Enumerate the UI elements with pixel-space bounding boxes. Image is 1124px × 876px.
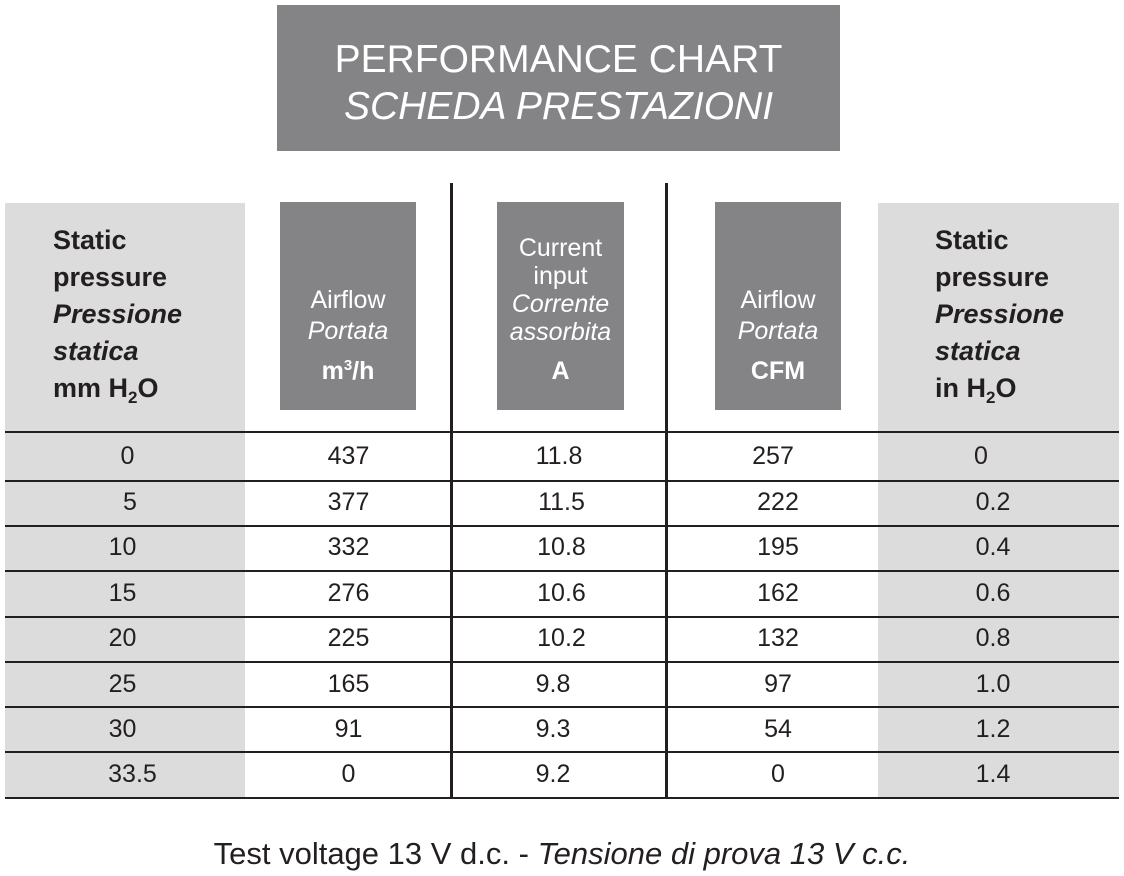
header-text-italic: statica: [935, 336, 1021, 366]
header-text-italic: assorbita: [509, 318, 612, 346]
table-cell: 0: [771, 760, 785, 788]
table-cell: 33.5: [108, 760, 157, 788]
table-cell: 0.8: [975, 624, 1011, 652]
table-cell: 165: [327, 670, 370, 698]
header-text-italic: Portata: [737, 317, 819, 345]
footer-english: Test voltage 13 V d.c. -: [213, 836, 538, 871]
header-text-italic: Pressione: [53, 299, 183, 329]
table-cell: 11.5: [538, 488, 585, 516]
header-static-pressure-in: Static pressure Pressione statica in H2O: [935, 222, 1064, 407]
table-cell: 132: [757, 624, 799, 652]
table-cell: 162: [757, 579, 799, 607]
table-cell: 9.8: [535, 670, 571, 698]
table-cell: 54: [764, 715, 792, 743]
table-cell: 97: [764, 670, 792, 698]
header-unit: A: [551, 357, 570, 385]
header-text: Airflow: [740, 286, 816, 314]
test-voltage-note: Test voltage 13 V d.c. - Tensione di pro…: [0, 834, 1124, 874]
table-cell: 1.4: [975, 760, 1011, 788]
header-current-input: Current input Corrente assorbita A: [497, 202, 624, 410]
header-text-italic: Pressione: [935, 299, 1065, 329]
footer-italian: Tensione di prova 13 V c.c.: [537, 836, 911, 871]
header-unit: m3/h: [321, 357, 375, 385]
header-static-pressure-mm: Static pressure Pressione statica mm H2O: [53, 222, 182, 407]
header-text: Current: [518, 234, 603, 262]
table-cell: 15: [108, 579, 137, 607]
table-cell: 276: [327, 579, 370, 607]
table-cell: 0: [120, 442, 135, 470]
header-unit: CFM: [750, 357, 806, 385]
title-english: PERFORMANCE CHART: [334, 38, 783, 81]
table-cell: 0: [974, 442, 988, 470]
header-unit: in H2O: [935, 373, 1017, 407]
table-cell: 91: [334, 715, 363, 743]
header-text-italic: Corrente: [511, 290, 610, 318]
table-cell: 30: [108, 715, 137, 743]
right-column-shading: [878, 203, 1119, 798]
table-cell: 0: [341, 760, 356, 788]
row-rule: [5, 480, 1119, 482]
table-cell: 377: [327, 488, 370, 516]
row-rule: [5, 570, 1119, 572]
row-rule: [5, 797, 1119, 799]
header-text: Static: [53, 225, 127, 255]
table-cell: 332: [327, 533, 370, 561]
column-separator-right: [665, 183, 668, 798]
header-text: Static: [935, 225, 1009, 255]
row-rule: [5, 706, 1119, 708]
table-cell: 437: [327, 442, 370, 470]
header-text-italic: Portata: [307, 317, 389, 345]
chart-title: PERFORMANCE CHART SCHEDA PRESTAZIONI: [277, 5, 840, 151]
table-cell: 5: [123, 488, 137, 516]
table-cell: 257: [752, 442, 794, 470]
header-text: input: [533, 262, 588, 290]
table-cell: 0.2: [975, 488, 1011, 516]
table-cell: 1.0: [975, 670, 1011, 698]
table-cell: 10.2: [537, 624, 586, 652]
header-unit: mm H2O: [53, 373, 159, 407]
table-cell: 0.4: [975, 533, 1011, 561]
header-text: Airflow: [310, 286, 386, 314]
left-column-shading: [5, 203, 245, 798]
row-rule: [5, 616, 1119, 618]
table-cell: 25: [108, 670, 137, 698]
header-text: pressure: [935, 262, 1050, 292]
table-cell: 9.3: [535, 715, 571, 743]
table-cell: 11.8: [535, 442, 583, 470]
header-text: pressure: [53, 262, 168, 292]
table-cell: 10: [108, 533, 137, 561]
row-rule: [5, 431, 1119, 433]
table-cell: 1.2: [975, 715, 1011, 743]
title-italian: SCHEDA PRESTAZIONI: [343, 85, 774, 128]
table-cell: 0.6: [975, 579, 1011, 607]
table-cell: 9.2: [535, 760, 571, 788]
table-cell: 10.6: [537, 579, 586, 607]
header-airflow-cfm: Airflow Portata CFM: [715, 202, 841, 410]
column-separator-left: [450, 183, 453, 798]
table-cell: 222: [757, 488, 799, 516]
header-airflow-m3h: Airflow Portata m3/h: [280, 202, 416, 410]
row-rule: [5, 751, 1119, 753]
table-cell: 10.8: [537, 533, 586, 561]
table-cell: 225: [327, 624, 370, 652]
header-text-italic: statica: [53, 336, 139, 366]
row-rule: [5, 525, 1119, 527]
table-cell: 195: [757, 533, 799, 561]
row-rule: [5, 661, 1119, 663]
table-cell: 20: [108, 624, 137, 652]
